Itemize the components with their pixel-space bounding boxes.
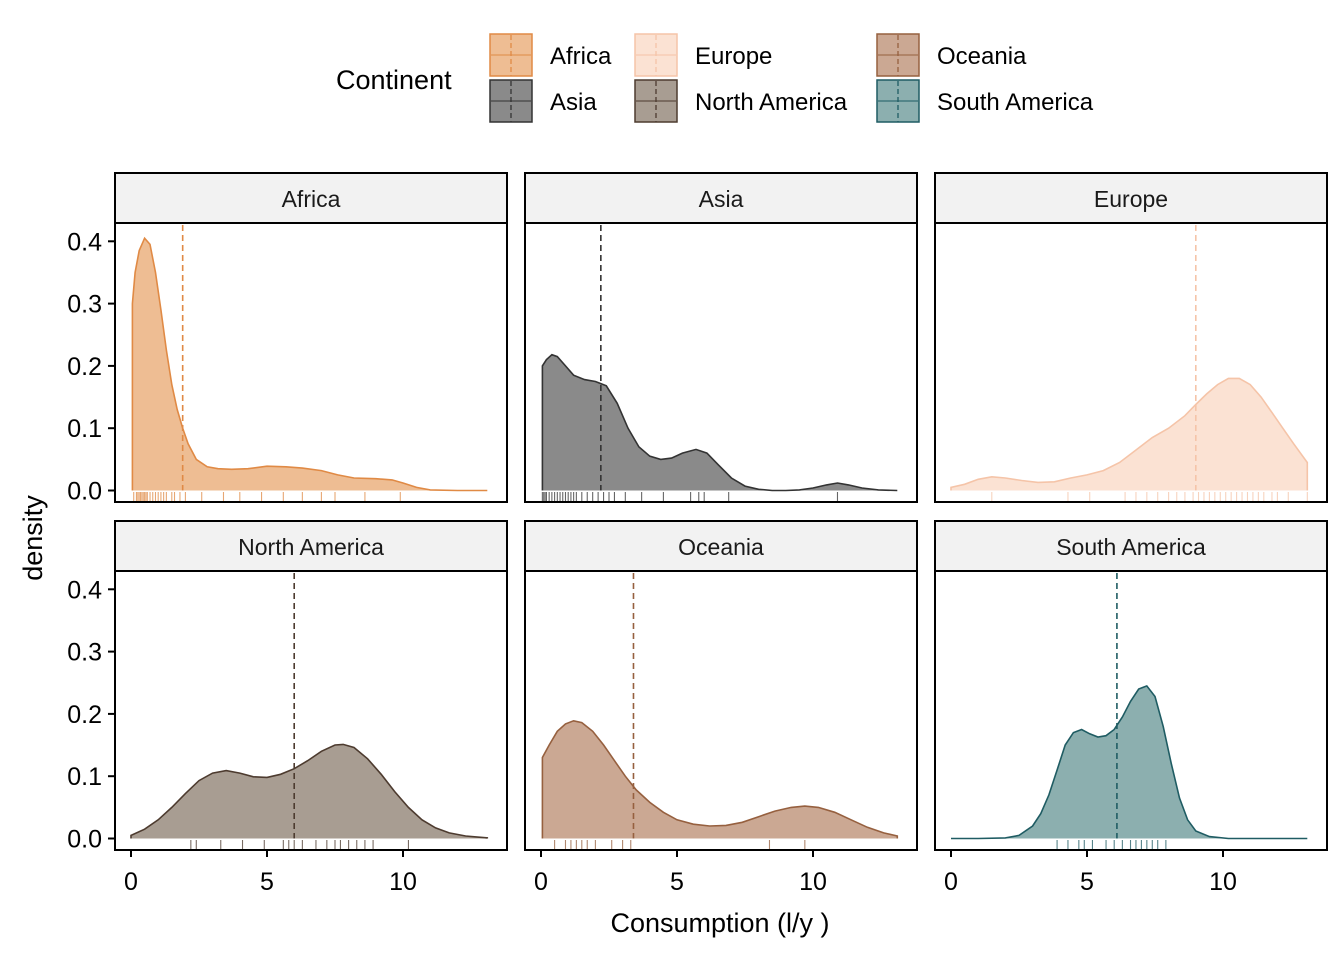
facet-panel-border <box>934 222 1328 503</box>
facet-strip-label: Oceania <box>678 534 764 560</box>
facet-panel-border <box>934 570 1328 851</box>
facet-south-america: South America <box>934 520 1328 851</box>
x-tick-label: 10 <box>389 868 417 896</box>
y-axis-title: density <box>18 495 48 581</box>
density-area-oceania <box>542 720 898 839</box>
y-tick-label: 0.0 <box>67 478 102 506</box>
density-area-europe <box>951 378 1308 491</box>
legend-label: North America <box>695 89 848 116</box>
facet-strip <box>524 172 918 224</box>
x-tick-label: 0 <box>944 868 958 896</box>
facet-asia: Asia <box>524 172 918 503</box>
facet-strip <box>114 520 508 572</box>
density-line-north-america <box>130 743 489 839</box>
legend-label: South America <box>937 89 1094 116</box>
density-area-africa <box>132 238 488 491</box>
facet-strip-label: North America <box>238 534 384 560</box>
y-tick-label: 0.0 <box>67 826 102 854</box>
y-tick-label: 0.1 <box>67 415 102 443</box>
facet-panel-border <box>524 222 918 503</box>
x-tick-label: 10 <box>799 868 827 896</box>
y-axis-ticks: 0.0 0.1 0.2 0.3 0.4 0.0 0.1 0.2 0.3 0.4 <box>67 228 115 854</box>
y-tick-label: 0.2 <box>67 701 102 729</box>
x-tick-label: 0 <box>124 868 138 896</box>
facet-north-america: North America <box>114 520 508 851</box>
legend-item-europe: Europe <box>634 33 772 77</box>
y-tick-label: 0.1 <box>67 763 102 791</box>
facet-africa: Africa <box>114 172 508 503</box>
facet-strip-label: South America <box>1056 534 1206 560</box>
density-line-europe <box>950 377 1309 491</box>
x-tick-label: 5 <box>1080 868 1094 896</box>
legend: Africa Asia Europe North America Oceania Sout… <box>489 33 1094 123</box>
facet-panels: Africa Asia Europe North America Oceania Sout… <box>114 172 1328 851</box>
density-area-south-america <box>951 685 1308 839</box>
facet-panel-border <box>524 570 918 851</box>
legend-title: Continent <box>336 65 452 95</box>
density-line-oceania <box>541 719 899 839</box>
x-tick-label: 5 <box>670 868 684 896</box>
legend-label: Europe <box>695 43 772 70</box>
facet-strip-label: Europe <box>1094 186 1168 212</box>
legend-label: Oceania <box>937 43 1027 70</box>
y-tick-label: 0.3 <box>67 639 102 667</box>
x-tick-label: 5 <box>260 868 274 896</box>
facet-panel-border <box>114 570 508 851</box>
x-axis-title: Consumption (l/y ) <box>610 908 829 938</box>
y-tick-label: 0.3 <box>67 291 102 319</box>
x-tick-label: 0 <box>534 868 548 896</box>
legend-label: Africa <box>550 43 612 70</box>
density-line-south-america <box>951 684 1308 840</box>
density-area-asia <box>542 354 898 491</box>
legend-item-africa: Africa <box>489 33 612 77</box>
legend-item-asia: Asia <box>489 79 597 123</box>
legend-item-north-america: North America <box>634 79 848 123</box>
facet-strip <box>524 520 918 572</box>
legend-item-south-america: South America <box>876 79 1094 123</box>
facet-strip-label: Africa <box>282 186 341 212</box>
facet-strip <box>114 172 508 224</box>
y-tick-label: 0.4 <box>67 576 102 604</box>
facet-strip-label: Asia <box>699 186 744 212</box>
y-tick-label: 0.4 <box>67 228 102 256</box>
facet-oceania: Oceania <box>524 520 918 851</box>
x-tick-label: 10 <box>1209 868 1237 896</box>
legend-item-oceania: Oceania <box>876 33 1027 77</box>
y-tick-label: 0.2 <box>67 353 102 381</box>
density-line-africa <box>131 236 488 492</box>
density-area-north-america <box>131 744 488 839</box>
facet-europe: Europe <box>934 172 1328 503</box>
density-line-asia <box>541 353 898 492</box>
facet-panel-border <box>114 222 508 503</box>
legend-label: Asia <box>550 89 597 116</box>
x-axis-ticks: 0 5 10 0 5 10 0 5 10 <box>124 850 1237 896</box>
